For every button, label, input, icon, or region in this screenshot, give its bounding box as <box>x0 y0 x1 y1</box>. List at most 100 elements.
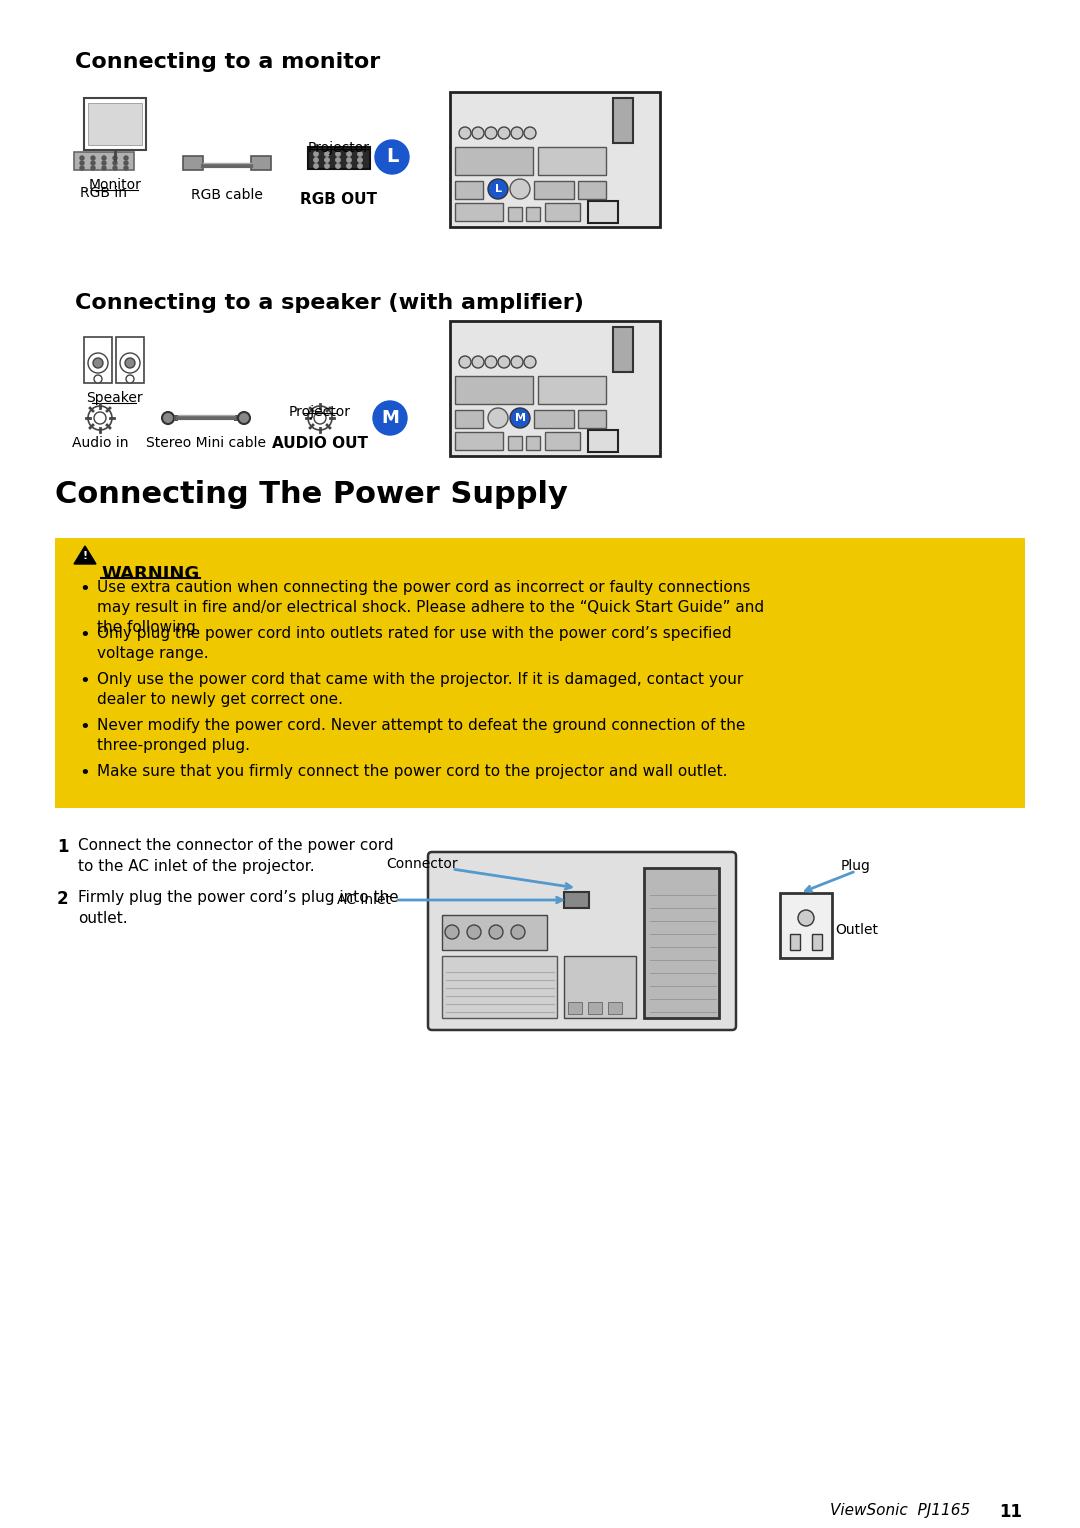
Circle shape <box>511 924 525 940</box>
Circle shape <box>124 156 129 160</box>
Bar <box>564 892 589 908</box>
Circle shape <box>357 163 362 168</box>
Bar <box>55 538 1025 808</box>
Text: Make sure that you firmly connect the power cord to the projector and wall outle: Make sure that you firmly connect the po… <box>97 764 728 779</box>
Circle shape <box>510 408 530 428</box>
Text: •: • <box>79 672 90 691</box>
Circle shape <box>308 406 332 429</box>
Circle shape <box>498 127 510 139</box>
Bar <box>812 934 822 950</box>
Bar <box>545 203 580 222</box>
Bar <box>613 327 633 371</box>
Circle shape <box>511 356 523 368</box>
Circle shape <box>314 163 319 168</box>
Text: 1: 1 <box>57 837 68 856</box>
Bar <box>87 102 141 145</box>
Text: L: L <box>386 148 399 167</box>
Text: 2: 2 <box>57 889 69 908</box>
Circle shape <box>126 374 134 384</box>
Bar <box>588 202 618 223</box>
Bar <box>455 147 534 176</box>
Bar <box>789 934 800 950</box>
Circle shape <box>125 358 135 368</box>
Bar <box>564 957 636 1018</box>
Bar <box>442 915 546 950</box>
Bar <box>84 338 112 384</box>
Bar <box>588 429 618 452</box>
Text: Connecting to a speaker (with amplifier): Connecting to a speaker (with amplifier) <box>75 293 584 313</box>
Text: ViewSonic  PJ1165: ViewSonic PJ1165 <box>829 1504 970 1517</box>
Circle shape <box>485 356 497 368</box>
Text: AC Inlet: AC Inlet <box>337 892 391 908</box>
Circle shape <box>94 374 102 384</box>
Circle shape <box>325 157 329 162</box>
Bar <box>608 1002 622 1015</box>
Text: Connect the connector of the power cord
to the AC inlet of the projector.: Connect the connector of the power cord … <box>78 837 393 874</box>
Circle shape <box>336 163 340 168</box>
Text: WARNING: WARNING <box>102 565 199 584</box>
Text: Speaker: Speaker <box>85 391 143 405</box>
Circle shape <box>80 160 84 165</box>
Text: RGB in: RGB in <box>81 186 127 200</box>
Text: M: M <box>514 413 526 423</box>
Bar <box>455 180 483 199</box>
Text: •: • <box>79 581 90 597</box>
Bar <box>174 416 178 422</box>
Bar <box>234 416 238 422</box>
Circle shape <box>347 151 351 156</box>
Bar <box>526 435 540 451</box>
Circle shape <box>91 160 95 165</box>
Bar <box>455 376 534 403</box>
Circle shape <box>336 157 340 162</box>
Text: Stereo Mini cable: Stereo Mini cable <box>146 435 266 451</box>
Circle shape <box>459 356 471 368</box>
Circle shape <box>113 167 117 170</box>
Circle shape <box>102 156 106 160</box>
Circle shape <box>113 160 117 165</box>
Text: Connecting to a monitor: Connecting to a monitor <box>75 52 380 72</box>
Circle shape <box>472 127 484 139</box>
Bar <box>538 147 606 176</box>
Polygon shape <box>75 545 96 564</box>
Circle shape <box>93 358 103 368</box>
Circle shape <box>162 413 174 423</box>
Text: M: M <box>381 410 399 426</box>
Bar <box>84 98 146 150</box>
Bar <box>455 203 503 222</box>
Bar <box>442 957 557 1018</box>
FancyBboxPatch shape <box>428 853 735 1030</box>
Bar <box>102 157 129 163</box>
Text: Connector: Connector <box>387 857 458 871</box>
Text: Projector: Projector <box>289 405 351 419</box>
Bar <box>455 410 483 428</box>
Bar <box>116 338 144 384</box>
Circle shape <box>80 156 84 160</box>
Circle shape <box>113 156 117 160</box>
Circle shape <box>524 356 536 368</box>
Text: Audio in: Audio in <box>71 435 129 451</box>
Bar <box>308 147 370 170</box>
Circle shape <box>488 179 508 199</box>
Circle shape <box>511 127 523 139</box>
Circle shape <box>485 127 497 139</box>
Text: Plug: Plug <box>841 859 870 872</box>
Text: Projector: Projector <box>308 141 370 154</box>
Circle shape <box>91 156 95 160</box>
Text: Use extra caution when connecting the power cord as incorrect or faulty connecti: Use extra caution when connecting the po… <box>97 581 765 634</box>
Text: Outlet: Outlet <box>835 923 878 937</box>
Text: •: • <box>79 626 90 643</box>
Circle shape <box>314 151 319 156</box>
Circle shape <box>373 400 407 435</box>
Circle shape <box>347 163 351 168</box>
Circle shape <box>488 408 508 428</box>
Circle shape <box>357 157 362 162</box>
Bar <box>534 410 573 428</box>
Bar <box>534 180 573 199</box>
Bar <box>450 321 660 455</box>
Circle shape <box>87 406 112 429</box>
Bar <box>526 206 540 222</box>
Circle shape <box>80 167 84 170</box>
Bar <box>578 410 606 428</box>
Circle shape <box>314 157 319 162</box>
Circle shape <box>124 167 129 170</box>
